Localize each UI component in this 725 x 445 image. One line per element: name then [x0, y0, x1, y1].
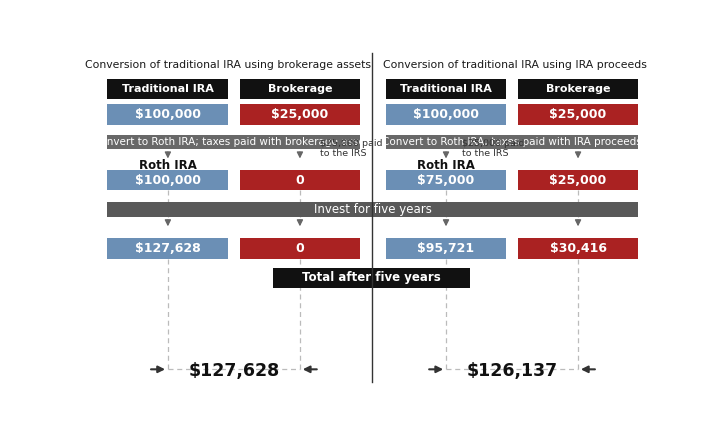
FancyBboxPatch shape [386, 134, 639, 149]
Text: $126,137: $126,137 [466, 362, 558, 380]
Text: Brokerage: Brokerage [546, 85, 610, 94]
FancyBboxPatch shape [386, 170, 506, 190]
Text: $25,000: $25,000 [271, 108, 328, 121]
Text: Brokerage: Brokerage [268, 85, 332, 94]
FancyBboxPatch shape [239, 170, 360, 190]
FancyBboxPatch shape [107, 80, 228, 99]
Text: 0: 0 [296, 242, 304, 255]
Text: Conversion of traditional IRA using brokerage assets: Conversion of traditional IRA using brok… [86, 61, 371, 70]
Text: $100,000: $100,000 [135, 174, 201, 187]
FancyBboxPatch shape [518, 104, 639, 125]
Text: Invest for five years: Invest for five years [314, 203, 432, 216]
Text: $25,000: $25,000 [550, 174, 607, 187]
FancyBboxPatch shape [107, 202, 639, 217]
FancyBboxPatch shape [518, 170, 639, 190]
Text: $100,000: $100,000 [135, 108, 201, 121]
Text: Total after five years: Total after five years [302, 271, 441, 284]
FancyBboxPatch shape [518, 239, 639, 259]
FancyBboxPatch shape [107, 134, 360, 149]
Text: Convert to Roth IRA; taxes paid with brokerage assets: Convert to Roth IRA; taxes paid with bro… [93, 137, 375, 147]
Text: $25,000: $25,000 [550, 108, 607, 121]
FancyBboxPatch shape [518, 80, 639, 99]
FancyBboxPatch shape [107, 239, 228, 259]
Text: $127,628: $127,628 [188, 362, 280, 380]
FancyBboxPatch shape [386, 104, 506, 125]
FancyBboxPatch shape [107, 104, 228, 125]
Text: $30,416: $30,416 [550, 242, 607, 255]
Text: Roth IRA: Roth IRA [417, 159, 475, 172]
FancyBboxPatch shape [386, 239, 506, 259]
Text: Conversion of traditional IRA using IRA proceeds: Conversion of traditional IRA using IRA … [383, 61, 647, 70]
Text: $95,721: $95,721 [418, 242, 475, 255]
FancyBboxPatch shape [273, 268, 470, 288]
Text: $25,000 paid
to the IRS: $25,000 paid to the IRS [320, 139, 382, 158]
Text: Roth IRA: Roth IRA [139, 159, 196, 172]
Text: Traditional IRA: Traditional IRA [400, 85, 492, 94]
FancyBboxPatch shape [239, 104, 360, 125]
Text: $75,000: $75,000 [418, 174, 475, 187]
Text: $25,000 paid
to the IRS: $25,000 paid to the IRS [462, 139, 524, 158]
Text: Convert to Roth IRA; taxes paid with IRA proceeds: Convert to Roth IRA; taxes paid with IRA… [382, 137, 642, 147]
Text: $100,000: $100,000 [413, 108, 479, 121]
Text: $127,628: $127,628 [135, 242, 201, 255]
FancyBboxPatch shape [107, 170, 228, 190]
FancyBboxPatch shape [239, 239, 360, 259]
Text: Traditional IRA: Traditional IRA [122, 85, 214, 94]
FancyBboxPatch shape [386, 80, 506, 99]
FancyBboxPatch shape [239, 80, 360, 99]
Text: 0: 0 [296, 174, 304, 187]
